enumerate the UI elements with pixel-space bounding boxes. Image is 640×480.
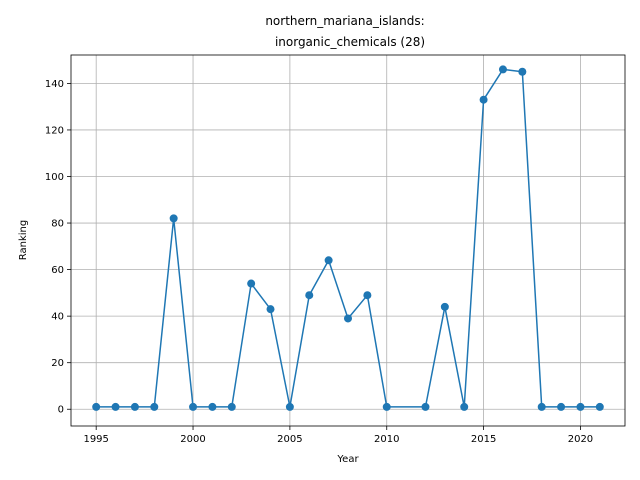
plot-frame bbox=[70, 54, 626, 427]
data-point bbox=[227, 402, 236, 411]
data-point bbox=[324, 256, 333, 265]
chart-title-line-2: inorganic_chemicals (28) bbox=[275, 35, 425, 49]
y-axis-label: Ranking bbox=[18, 220, 29, 260]
data-point bbox=[440, 302, 449, 311]
data-point bbox=[266, 305, 275, 314]
y-tick-label: 80 bbox=[51, 219, 64, 230]
data-point bbox=[150, 402, 159, 411]
data-series bbox=[92, 65, 604, 411]
y-tick-label: 100 bbox=[45, 172, 64, 183]
data-point bbox=[92, 402, 101, 411]
data-point bbox=[344, 314, 352, 323]
data-point bbox=[285, 402, 294, 411]
data-point bbox=[130, 402, 139, 411]
chart-title-line-1: northern_mariana_islands: bbox=[265, 14, 424, 28]
data-point bbox=[576, 402, 585, 411]
y-tick-label: 0 bbox=[58, 405, 64, 416]
y-tick-label: 140 bbox=[45, 79, 64, 90]
data-point bbox=[537, 402, 546, 411]
y-axis-ticks: 0 20 40 60 80 100 120 140 bbox=[45, 79, 71, 416]
data-point bbox=[169, 214, 178, 223]
x-axis-ticks: 1995 2000 2005 2010 2015 2020 bbox=[83, 426, 593, 445]
data-point bbox=[382, 402, 391, 411]
data-point bbox=[363, 291, 372, 300]
data-point bbox=[518, 67, 527, 76]
y-tick-label: 60 bbox=[51, 265, 64, 276]
data-point bbox=[305, 291, 314, 300]
x-tick-label: 2015 bbox=[471, 434, 496, 445]
data-point bbox=[208, 402, 217, 411]
data-point bbox=[498, 65, 507, 74]
axes-frame bbox=[70, 54, 626, 427]
data-point bbox=[421, 402, 430, 411]
x-tick-label: 2000 bbox=[180, 434, 205, 445]
x-tick-label: 1995 bbox=[83, 434, 108, 445]
y-tick-label: 20 bbox=[51, 358, 64, 369]
data-point bbox=[557, 402, 566, 411]
y-tick-label: 120 bbox=[45, 125, 64, 136]
x-axis-label: Year bbox=[336, 454, 359, 465]
data-point bbox=[247, 279, 256, 288]
data-point bbox=[595, 402, 604, 411]
data-point bbox=[460, 402, 469, 411]
data-point bbox=[479, 95, 488, 104]
x-tick-label: 2010 bbox=[374, 434, 399, 445]
y-tick-label: 40 bbox=[51, 312, 64, 323]
data-point bbox=[189, 402, 198, 411]
x-tick-label: 2020 bbox=[568, 434, 593, 445]
data-point bbox=[111, 402, 120, 411]
x-tick-label: 2005 bbox=[277, 434, 302, 445]
